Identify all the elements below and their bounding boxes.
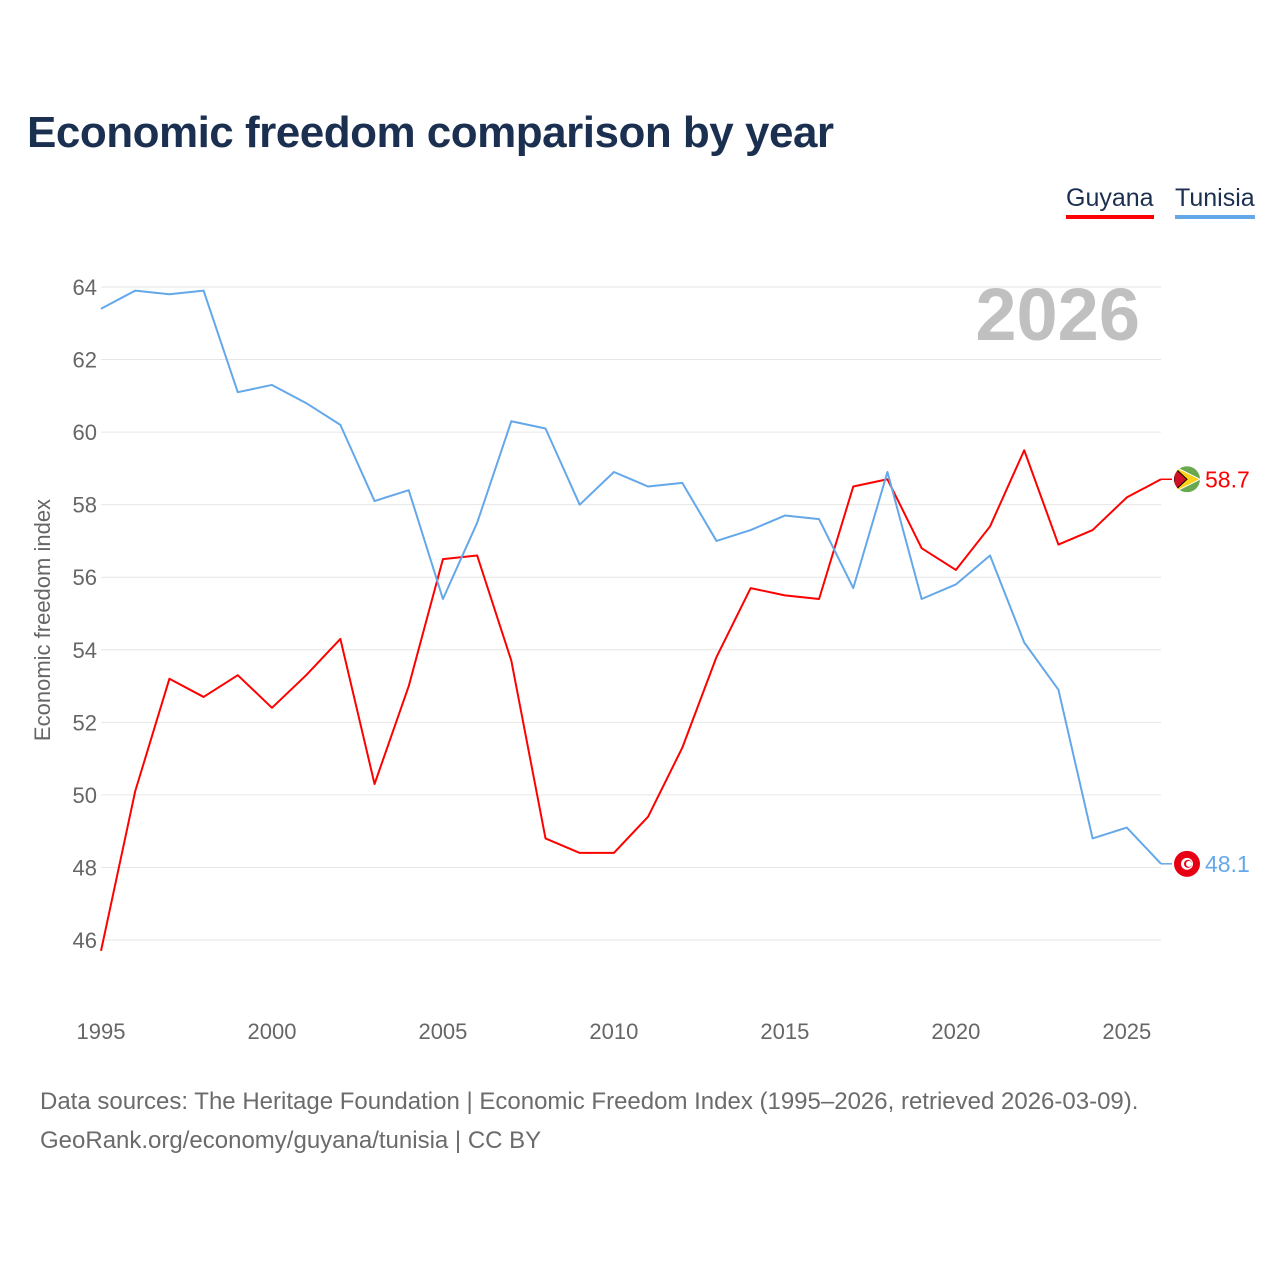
data-point [509,419,513,423]
data-point [133,289,137,293]
data-point [475,553,479,557]
x-tick-label: 1995 [77,1019,126,1044]
data-point [646,485,650,489]
data-point [475,521,479,525]
data-point [714,655,718,659]
data-point [99,949,103,953]
x-tick-label: 2015 [760,1019,809,1044]
footer-link[interactable]: GeoRank.org/economy/guyana/tunisia | CC … [40,1127,542,1154]
data-point [612,470,616,474]
data-point [749,586,753,590]
x-tick-label: 2020 [931,1019,980,1044]
data-point [1022,641,1026,645]
data-point [373,499,377,503]
data-point [851,485,855,489]
data-point [1091,836,1095,840]
data-point [885,470,889,474]
data-point [612,851,616,855]
data-point [851,586,855,590]
data-point [133,789,137,793]
data-point [167,292,171,296]
data-point [920,597,924,601]
data-point [270,706,274,710]
data-point [202,695,206,699]
x-tick-label: 2010 [589,1019,638,1044]
tunisia-flag-icon [1174,850,1200,877]
data-point [407,684,411,688]
data-point [817,517,821,521]
series-line-guyana [100,449,1162,952]
data-point [680,481,684,485]
data-point [441,557,445,561]
legend-tunisia[interactable]: Tunisia [1175,184,1255,219]
data-point [202,289,206,293]
footer-sources: Data sources: The Heritage Foundation | … [40,1088,1139,1115]
end-value-label: 48.1 [1205,851,1250,877]
year-watermark: 2026 [975,273,1140,356]
y-tick-label: 46 [73,928,97,953]
data-point [680,746,684,750]
data-point [646,815,650,819]
data-point [1125,826,1129,830]
y-tick-label: 58 [73,493,97,518]
data-point [1056,543,1060,547]
y-axis-label: Economic freedom index [30,499,55,741]
data-point [373,782,377,786]
data-point [920,546,924,550]
series-line-tunisia [100,289,1162,865]
data-point [578,851,582,855]
data-point [988,553,992,557]
x-tick-label: 2005 [418,1019,467,1044]
data-point [407,488,411,492]
data-point [783,593,787,597]
y-tick-label: 54 [73,638,97,663]
data-point [304,401,308,405]
data-point [338,637,342,641]
data-point [1125,495,1129,499]
data-point [954,582,958,586]
data-point [988,524,992,528]
data-point [99,307,103,311]
data-point [578,503,582,507]
data-point [954,568,958,572]
x-tick-label: 2000 [247,1019,296,1044]
data-point [270,383,274,387]
data-point [1091,528,1095,532]
data-point [167,677,171,681]
y-tick-label: 64 [73,275,97,300]
data-point [783,514,787,518]
x-tick-label: 2025 [1102,1019,1151,1044]
data-point [1056,688,1060,692]
data-point [1022,448,1026,452]
data-point [338,423,342,427]
guyana-flag-icon [1174,466,1200,493]
data-point [236,673,240,677]
y-tick-label: 52 [73,710,97,735]
data-point [236,390,240,394]
y-tick-label: 60 [73,420,97,445]
data-point [441,597,445,601]
y-tick-label: 48 [73,855,97,880]
data-point [509,659,513,663]
y-tick-label: 62 [73,348,97,373]
end-value-label: 58.7 [1205,466,1250,492]
data-point [714,539,718,543]
data-point [544,836,548,840]
y-tick-label: 56 [73,565,97,590]
y-tick-label: 50 [73,783,97,808]
legend-guyana[interactable]: Guyana [1066,184,1154,219]
data-point [304,673,308,677]
data-point [544,426,548,430]
chart-title: Economic freedom comparison by year [27,108,834,157]
data-point [817,597,821,601]
data-point [749,528,753,532]
